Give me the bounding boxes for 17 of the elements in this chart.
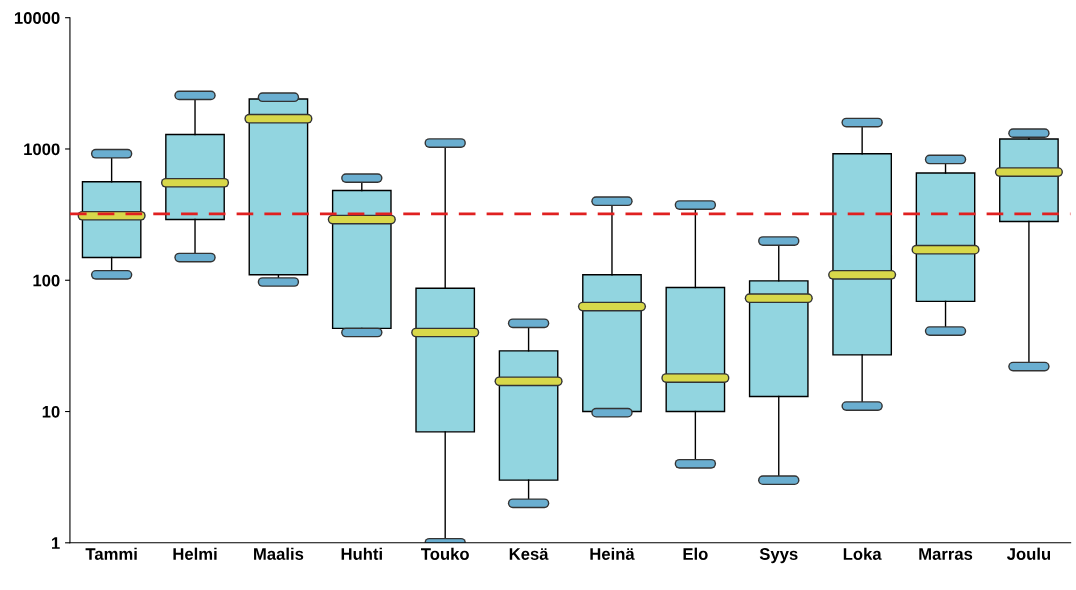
y-tick-label: 10 [42,405,60,418]
y-tick-label: 100 [33,274,60,287]
y-tick-label: 1000 [24,143,60,156]
x-tick-label: Huhti [341,547,382,560]
x-tick-label: Syys [759,548,798,564]
x-tick-label: Helmi [173,547,217,560]
x-tick-label: Loka [843,547,882,560]
x-tick-label: Tammi [85,547,137,560]
x-tick-label: Elo [683,547,708,560]
x-tick-label: Marras [919,548,973,560]
x-tick-label: Joulu [1006,547,1051,560]
x-tick-label: Kesä [509,548,549,560]
y-tick-label: 1 [52,537,60,549]
y-tick-label: 10000 [14,12,60,24]
x-tick-label: Maalis [254,547,304,560]
x-tick-label: Touko [421,547,469,560]
x-tick-label: Heinä [590,547,635,560]
